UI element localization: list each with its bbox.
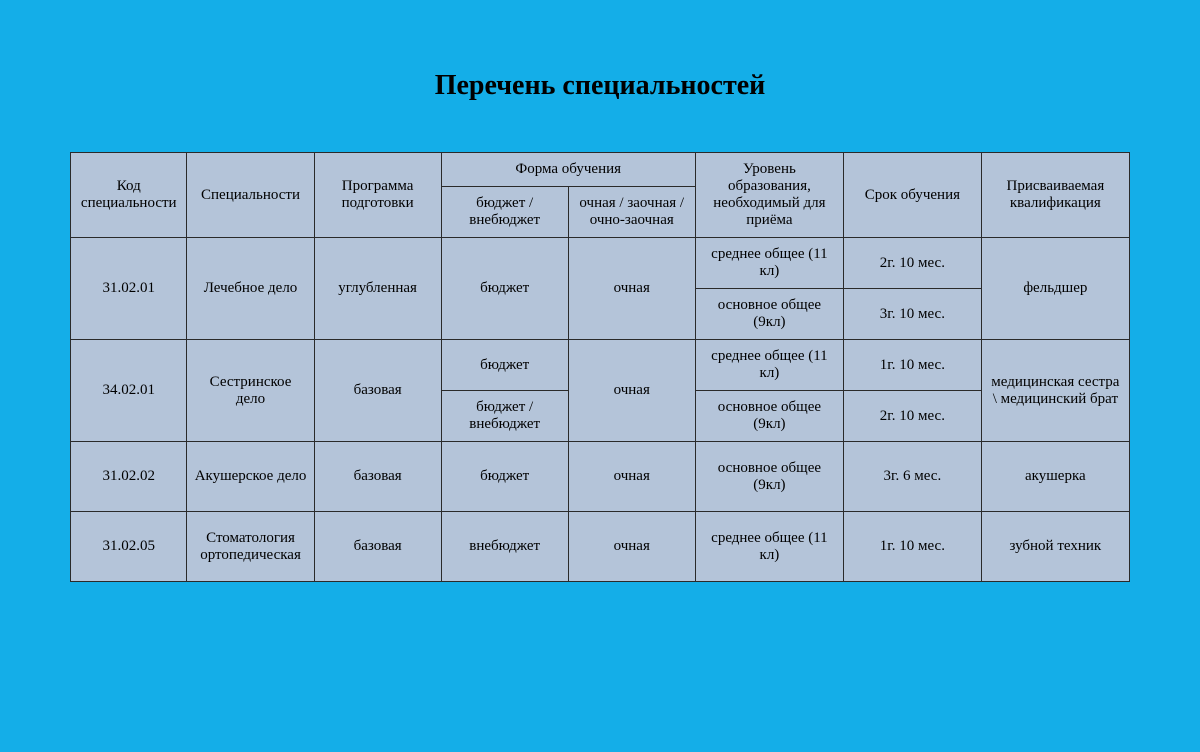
table-header: Код специальности Специальности Программ…: [71, 153, 1130, 238]
cell-term: 2г. 10 мес.: [844, 238, 982, 289]
page-title: Перечень специальностей: [70, 70, 1130, 102]
cell-code: 31.02.02: [71, 442, 187, 512]
header-form: очная / заочная /очно-заочная: [568, 187, 695, 238]
cell-term: 2г. 10 мес.: [844, 391, 982, 442]
cell-code: 31.02.01: [71, 238, 187, 340]
table-row: 31.02.05 Стоматология ортопедическая баз…: [71, 512, 1130, 582]
header-spec: Специальности: [187, 153, 314, 238]
header-qual: Присваиваемая квалификация: [981, 153, 1129, 238]
cell-prog: базовая: [314, 340, 441, 442]
specialties-table: Код специальности Специальности Программ…: [70, 152, 1130, 582]
cell-level: среднее общее (11 кл): [695, 340, 843, 391]
cell-level: среднее общее (11 кл): [695, 512, 843, 582]
table-row: 31.02.02 Акушерское дело базовая бюджет …: [71, 442, 1130, 512]
header-budget: бюджет / внебюджет: [441, 187, 568, 238]
table-row: 34.02.01 Сестринское дело базовая бюджет…: [71, 340, 1130, 391]
cell-form: очная: [568, 238, 695, 340]
cell-budget: бюджет: [441, 442, 568, 512]
cell-form: очная: [568, 512, 695, 582]
cell-qual: акушерка: [981, 442, 1129, 512]
cell-form: очная: [568, 442, 695, 512]
cell-budget: бюджет: [441, 340, 568, 391]
cell-spec: Стоматология ортопедическая: [187, 512, 314, 582]
cell-term: 1г. 10 мес.: [844, 512, 982, 582]
header-prog: Программа подготовки: [314, 153, 441, 238]
table-body: 31.02.01 Лечебное дело углубленная бюдже…: [71, 238, 1130, 582]
cell-term: 3г. 6 мес.: [844, 442, 982, 512]
cell-budget: внебюджет: [441, 512, 568, 582]
cell-spec: Лечебное дело: [187, 238, 314, 340]
cell-code: 31.02.05: [71, 512, 187, 582]
cell-code: 34.02.01: [71, 340, 187, 442]
cell-qual: медицинская сестра \ медицинский брат: [981, 340, 1129, 442]
cell-budget: бюджет / внебюджет: [441, 391, 568, 442]
cell-term: 3г. 10 мес.: [844, 289, 982, 340]
cell-qual: фельдшер: [981, 238, 1129, 340]
cell-level: основное общее (9кл): [695, 391, 843, 442]
cell-term: 1г. 10 мес.: [844, 340, 982, 391]
cell-level: среднее общее (11 кл): [695, 238, 843, 289]
header-level: Уровень образования, необходимый для при…: [695, 153, 843, 238]
cell-spec: Сестринское дело: [187, 340, 314, 442]
cell-prog: углубленная: [314, 238, 441, 340]
header-term: Срок обучения: [844, 153, 982, 238]
cell-level: основное общее (9кл): [695, 442, 843, 512]
cell-spec: Акушерское дело: [187, 442, 314, 512]
cell-prog: базовая: [314, 512, 441, 582]
cell-form: очная: [568, 340, 695, 442]
cell-level: основное общее (9кл): [695, 289, 843, 340]
header-code: Код специальности: [71, 153, 187, 238]
table-row: 31.02.01 Лечебное дело углубленная бюдже…: [71, 238, 1130, 289]
cell-qual: зубной техник: [981, 512, 1129, 582]
header-form-group: Форма обучения: [441, 153, 695, 187]
cell-prog: базовая: [314, 442, 441, 512]
cell-budget: бюджет: [441, 238, 568, 340]
